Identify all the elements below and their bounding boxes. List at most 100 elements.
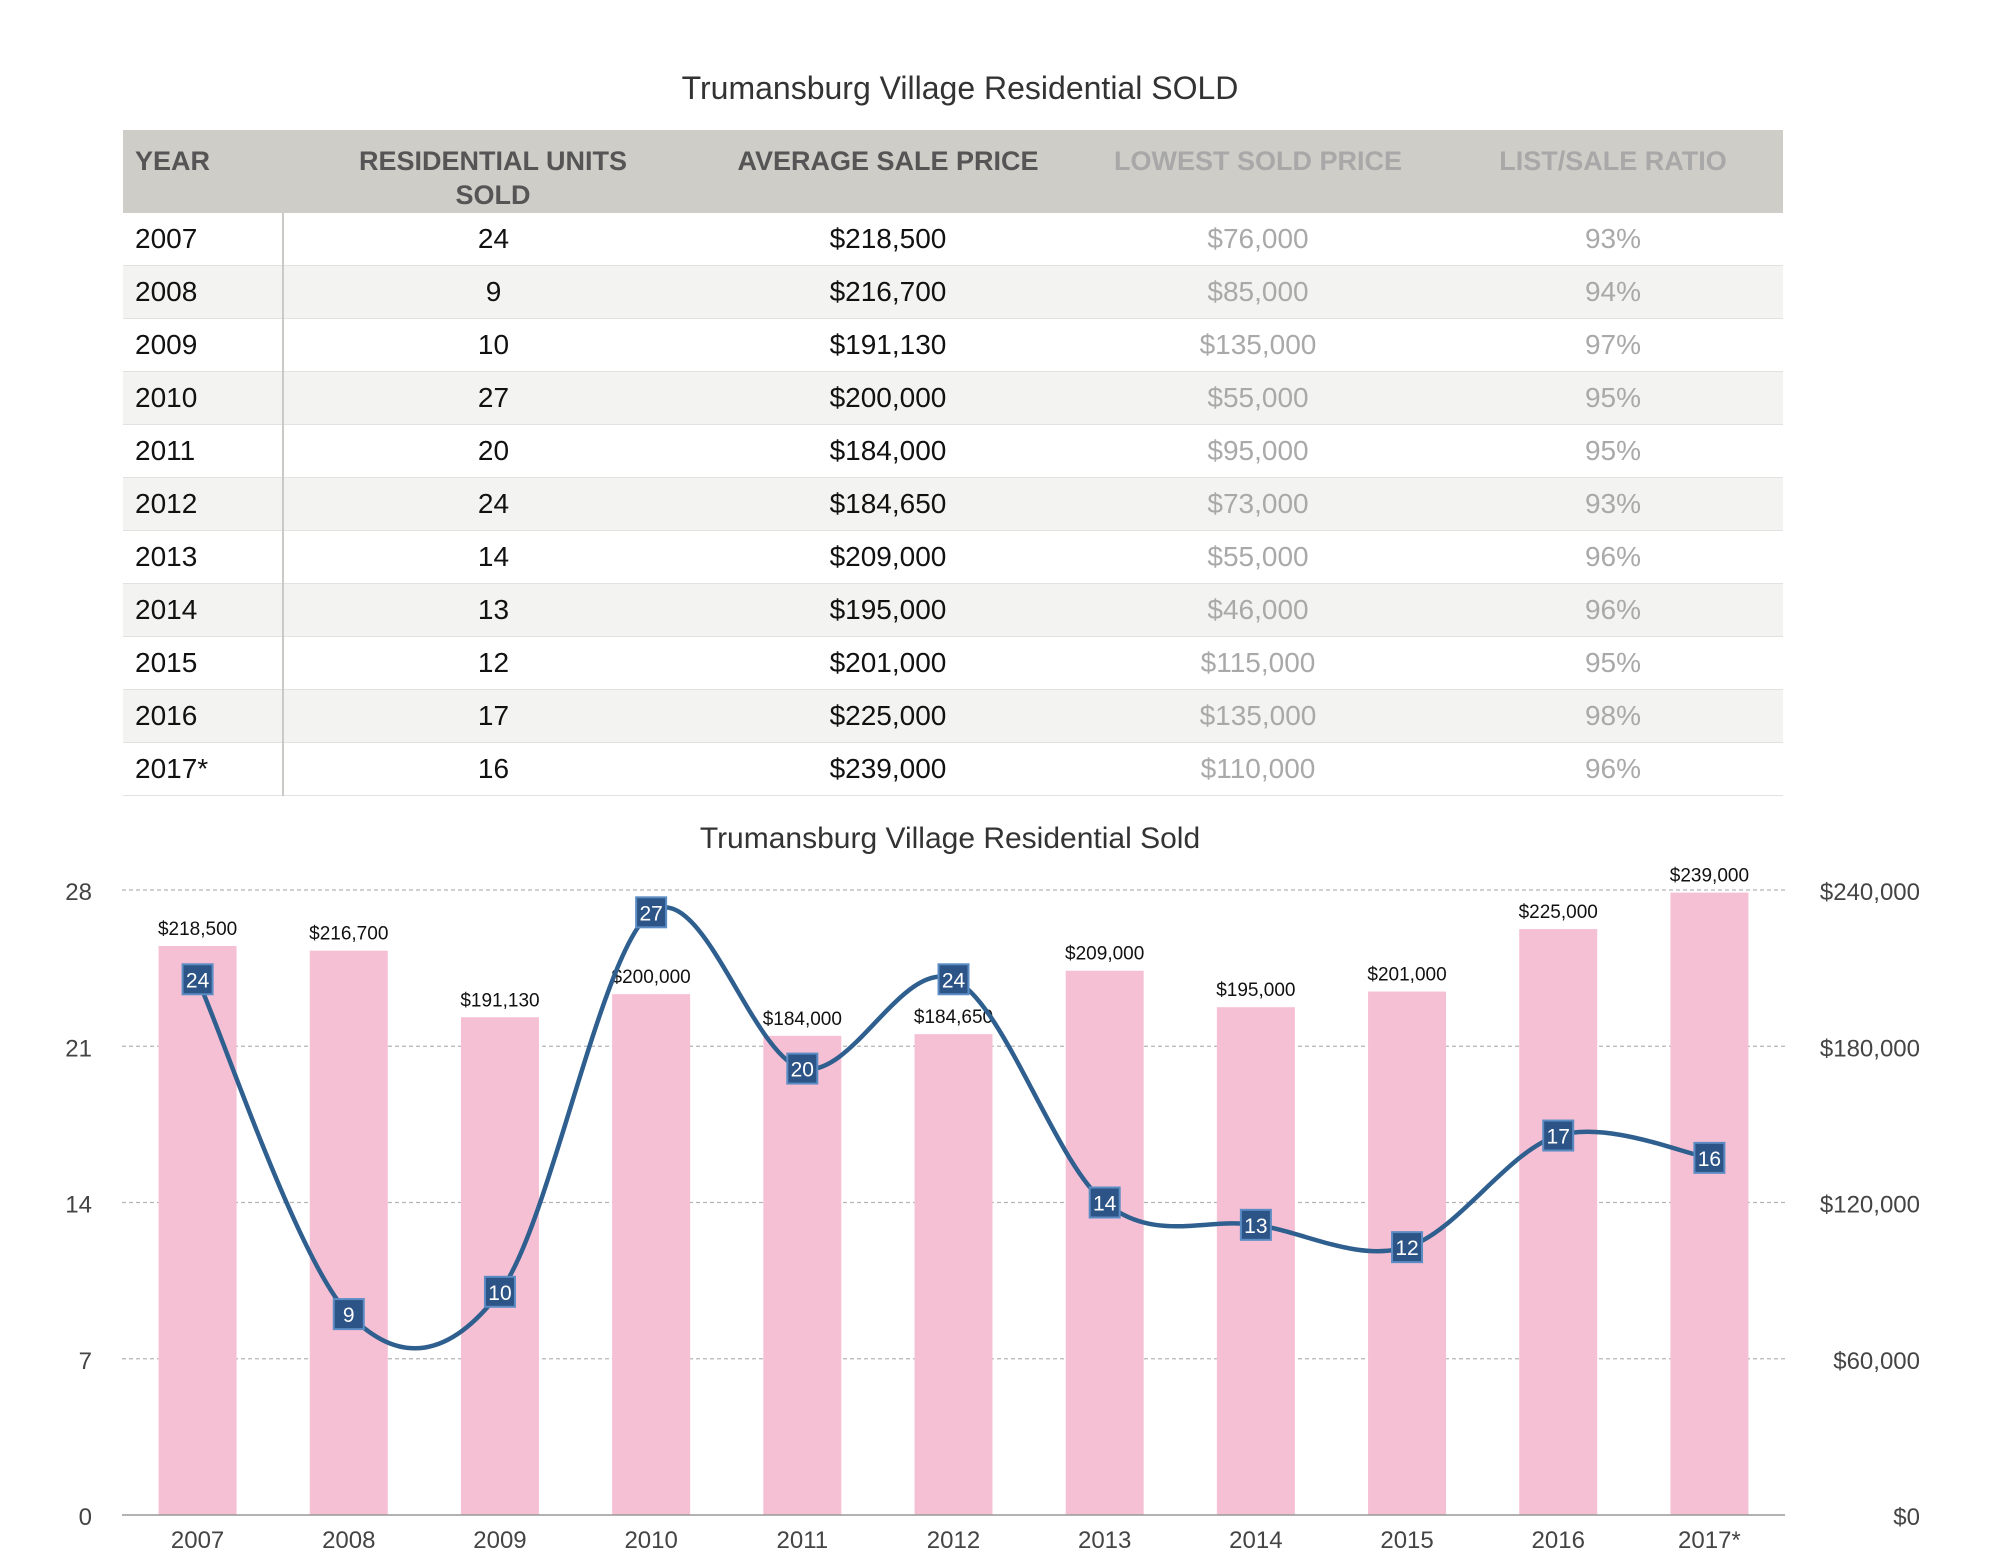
cell-average-price: $218,500 (703, 213, 1073, 266)
cell-list-sale-ratio: 96% (1443, 742, 1783, 796)
table-row: 2011 20 $184,000 $95,000 95% (123, 424, 1783, 478)
table-header-row: YEAR RESIDENTIAL UNITS SOLD AVERAGE SALE… (123, 130, 1783, 213)
y-right-tick-label: $0 (1893, 1504, 1920, 1531)
line-marker (1542, 1119, 1575, 1152)
cell-average-price: $200,000 (703, 371, 1073, 425)
cell-average-price: $239,000 (703, 742, 1073, 796)
bar (460, 1017, 539, 1515)
y-left-tick-label: 14 (65, 1192, 92, 1219)
cell-list-sale-ratio: 93% (1443, 477, 1783, 531)
y-left-tick-label: 21 (65, 1035, 92, 1062)
header-year: YEAR (123, 130, 283, 213)
bar-data-label: $201,000 (1367, 965, 1446, 986)
cell-year: 2007 (123, 213, 284, 266)
header-average-sale-price: AVERAGE SALE PRICE (703, 130, 1073, 213)
line-data-label: 20 (791, 1059, 814, 1082)
sales-chart: Trumansburg Village Residential Sold $21… (65, 822, 1920, 1550)
table-row: 2008 9 $216,700 $85,000 94% (123, 265, 1783, 319)
cell-list-sale-ratio: 97% (1443, 318, 1783, 372)
cell-year: 2008 (123, 265, 284, 319)
table-row: 2010 27 $200,000 $55,000 95% (123, 371, 1783, 425)
cell-year: 2009 (123, 318, 284, 372)
line-marker (1391, 1231, 1424, 1264)
bar (914, 1034, 993, 1515)
x-tick-label: 2008 (322, 1527, 375, 1550)
cell-units: 12 (283, 636, 703, 690)
line-marker (483, 1275, 516, 1308)
cell-units: 10 (283, 318, 703, 372)
cell-year: 2015 (123, 636, 284, 690)
cell-lowest-price: $73,000 (1073, 477, 1443, 531)
line-data-label: 24 (942, 969, 966, 992)
bar-data-label: $225,000 (1519, 902, 1598, 923)
cell-lowest-price: $135,000 (1073, 689, 1443, 743)
line-data-label: 17 (1547, 1126, 1570, 1149)
bar (1670, 892, 1749, 1515)
header-units-line1: RESIDENTIAL UNITS (358, 146, 628, 176)
cell-year: 2010 (123, 371, 284, 425)
line-marker (181, 963, 214, 996)
x-tick-label: 2015 (1380, 1527, 1433, 1550)
cell-average-price: $201,000 (703, 636, 1073, 690)
bar-data-label: $239,000 (1670, 866, 1749, 887)
line-marker (786, 1052, 819, 1085)
cell-lowest-price: $76,000 (1073, 213, 1443, 266)
cell-lowest-price: $115,000 (1073, 636, 1443, 690)
table-row: 2016 17 $225,000 $135,000 98% (123, 689, 1783, 743)
cell-year: 2011 (123, 424, 284, 478)
table-row: 2012 24 $184,650 $73,000 93% (123, 477, 1783, 531)
cell-units: 17 (283, 689, 703, 743)
bar-data-label: $195,000 (1216, 980, 1295, 1001)
x-tick-label: 2011 (777, 1527, 829, 1550)
x-tick-label: 2009 (473, 1527, 526, 1550)
cell-list-sale-ratio: 95% (1443, 424, 1783, 478)
cell-lowest-price: $55,000 (1073, 530, 1443, 584)
x-tick-label: 2017* (1678, 1527, 1741, 1550)
bar (612, 994, 691, 1515)
cell-units: 24 (283, 213, 703, 266)
cell-average-price: $184,000 (703, 424, 1073, 478)
line-marker (332, 1298, 365, 1331)
line-marker (1088, 1186, 1121, 1219)
bar (309, 950, 388, 1515)
y-left-tick-label: 0 (79, 1504, 92, 1531)
y-left-tick-label: 28 (65, 879, 92, 906)
line-data-label: 14 (1093, 1193, 1117, 1216)
line-marker (1693, 1141, 1726, 1174)
bar-data-label: $184,650 (914, 1007, 993, 1028)
x-tick-label: 2016 (1532, 1527, 1585, 1550)
y-right-tick-label: $180,000 (1820, 1035, 1920, 1062)
line-data-label: 16 (1698, 1148, 1721, 1171)
bar-data-label: $209,000 (1065, 944, 1144, 965)
cell-average-price: $195,000 (703, 583, 1073, 637)
cell-units: 13 (283, 583, 703, 637)
x-tick-label: 2014 (1229, 1527, 1282, 1550)
header-units: RESIDENTIAL UNITS SOLD (283, 130, 703, 213)
cell-average-price: $184,650 (703, 477, 1073, 531)
bar (763, 1035, 842, 1515)
cell-list-sale-ratio: 98% (1443, 689, 1783, 743)
y-right-tick-label: $60,000 (1833, 1348, 1920, 1375)
cell-list-sale-ratio: 93% (1443, 213, 1783, 266)
line-markers: 24 9 10 27 20 24 14 13 12 17 16 (181, 896, 1726, 1331)
cell-units: 24 (283, 477, 703, 531)
y-right-tick-label: $120,000 (1820, 1192, 1920, 1219)
table-row: 2015 12 $201,000 $115,000 95% (123, 636, 1783, 690)
cell-lowest-price: $135,000 (1073, 318, 1443, 372)
line-data-label: 12 (1395, 1237, 1418, 1260)
cell-units: 27 (283, 371, 703, 425)
table-body: 2007 24 $218,500 $76,000 93% 2008 9 $216,700 $85… (123, 213, 1783, 796)
line-data-label: 27 (639, 902, 662, 925)
cell-list-sale-ratio: 96% (1443, 583, 1783, 637)
cell-lowest-price: $85,000 (1073, 265, 1443, 319)
table-row: 2013 14 $209,000 $55,000 96% (123, 530, 1783, 584)
chart-title: Trumansburg Village Residential Sold (700, 822, 1200, 855)
bar-data-label: $191,130 (460, 990, 539, 1011)
x-tick-label: 2013 (1078, 1527, 1131, 1550)
cell-list-sale-ratio: 96% (1443, 530, 1783, 584)
header-units-line2: SOLD (455, 180, 531, 210)
chart-axes: 0 7 14 21 28 $0 $60,000 $120,000 $180,000 $240,00… (65, 879, 1920, 1550)
table-row: 2007 24 $218,500 $76,000 93% (123, 213, 1783, 266)
cell-units: 14 (283, 530, 703, 584)
line-marker (1239, 1208, 1272, 1241)
